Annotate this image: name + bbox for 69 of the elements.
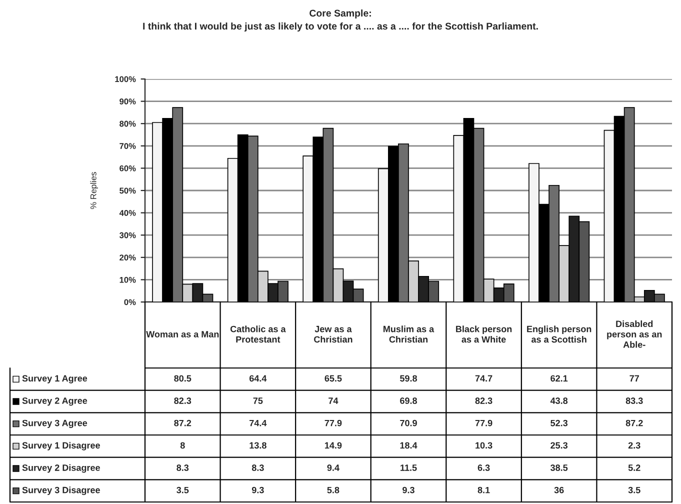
data-label: 8.1	[478, 486, 490, 494]
x-tick-label: Muslim as a Christian	[384, 326, 434, 343]
data-label: 3.5	[628, 486, 640, 494]
y-tick-label: 60%	[120, 165, 136, 172]
data-label: 5.8	[327, 486, 340, 494]
data-label: 9.4	[327, 464, 340, 471]
data-label: 18.4	[400, 442, 418, 449]
y-tick-label: 80%	[120, 120, 136, 127]
x-tick-label: Woman as a Man	[146, 331, 219, 338]
chart-subtitle: I think that I would be just as likely to vote for a .... as a .... for the Scottish Parliament.	[143, 22, 538, 32]
data-label: 59.8	[400, 375, 418, 382]
data-label: 83.3	[626, 398, 643, 404]
data-label: 11.5	[400, 464, 417, 471]
data-label: 74	[328, 398, 338, 404]
legend-label: Survey 3 Disagree	[22, 486, 100, 496]
y-tick-label: 100%	[115, 76, 136, 82]
chart-title: Core Sample:	[310, 9, 371, 19]
data-label: 75	[253, 398, 263, 404]
data-label: 77.9	[324, 420, 342, 426]
x-tick-label: English person as a Scottish	[527, 326, 592, 343]
data-label: 87.2	[174, 420, 192, 426]
data-label: 62.1	[550, 375, 568, 382]
data-label: 8.3	[252, 464, 264, 471]
y-tick-label: 0%	[124, 299, 136, 306]
data-label: 87.2	[626, 420, 643, 426]
data-label: 25.3	[550, 442, 568, 449]
y-tick-label: 20%	[120, 254, 136, 260]
x-tick-label: Black person as a White	[456, 326, 512, 343]
data-label: 80.5	[174, 375, 192, 382]
data-label: 9.3	[402, 486, 414, 494]
data-label: 70.9	[400, 420, 417, 426]
data-label: 9.3	[252, 486, 264, 494]
data-label: 74.4	[250, 420, 267, 426]
data-label: 82.3	[475, 398, 492, 404]
data-label: 8	[180, 442, 185, 449]
y-tick-label: 90%	[120, 98, 136, 104]
data-label: 43.8	[550, 398, 568, 404]
data-label: 5.2	[628, 464, 640, 471]
data-label: 38.5	[550, 464, 568, 471]
y-tick-label: 70%	[120, 143, 136, 149]
y-tick-label: 50%	[120, 188, 136, 194]
legend-label: Survey 1 Agree	[22, 375, 88, 384]
y-tick-label: 40%	[119, 210, 136, 216]
data-label: 8.3	[176, 464, 189, 471]
data-label: 77	[630, 375, 639, 382]
y-axis-title: % Replies	[90, 172, 98, 209]
data-label: 6.3	[478, 464, 490, 471]
y-tick-label: 30%	[119, 232, 136, 238]
legend-label: Survey 3 Agree	[22, 420, 88, 428]
data-label: 65.5	[324, 375, 342, 382]
data-label: 82.3	[174, 398, 192, 404]
x-tick-label: Catholic as a Protestant	[230, 326, 286, 343]
data-label: 74.7	[475, 375, 492, 382]
data-label: 13.8	[250, 442, 266, 449]
legend-label: Survey 1 Disagree	[22, 442, 100, 450]
y-tick-label: 10%	[120, 276, 136, 283]
data-label: 14.9	[325, 442, 342, 449]
data-label: 36	[554, 486, 564, 494]
legend-label: Survey 2 Agree	[22, 397, 88, 406]
x-tick-label: Jew as a Christian	[314, 326, 352, 343]
x-tick-label: Disabled person as an Able-	[607, 320, 662, 348]
data-label: 3.5	[176, 486, 189, 494]
data-label: 69.8	[400, 398, 418, 404]
data-label: 52.3	[550, 420, 568, 426]
data-label: 10.3	[476, 442, 492, 449]
data-label: 77.9	[475, 420, 492, 426]
data-label: 2.3	[628, 442, 640, 449]
legend-label: Survey 2 Disagree	[22, 464, 100, 473]
data-label: 64.4	[249, 375, 267, 382]
